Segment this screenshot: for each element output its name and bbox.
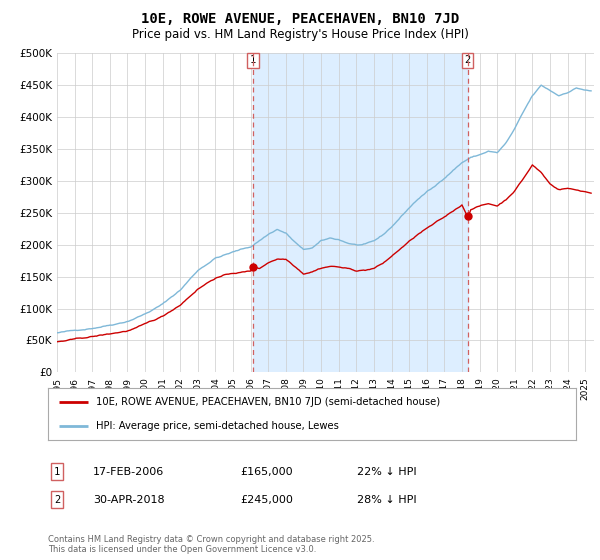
Text: £165,000: £165,000 (240, 466, 293, 477)
Text: 2: 2 (54, 494, 60, 505)
Bar (253, 53, 468, 372)
Text: 10E, ROWE AVENUE, PEACEHAVEN, BN10 7JD (semi-detached house): 10E, ROWE AVENUE, PEACEHAVEN, BN10 7JD (… (95, 397, 440, 407)
Text: 10E, ROWE AVENUE, PEACEHAVEN, BN10 7JD: 10E, ROWE AVENUE, PEACEHAVEN, BN10 7JD (141, 12, 459, 26)
Text: £245,000: £245,000 (240, 494, 293, 505)
Text: 1: 1 (250, 55, 256, 65)
Text: HPI: Average price, semi-detached house, Lewes: HPI: Average price, semi-detached house,… (95, 421, 338, 431)
Text: 2: 2 (464, 55, 471, 65)
Text: 17-FEB-2006: 17-FEB-2006 (93, 466, 164, 477)
Text: Price paid vs. HM Land Registry's House Price Index (HPI): Price paid vs. HM Land Registry's House … (131, 28, 469, 41)
Text: Contains HM Land Registry data © Crown copyright and database right 2025.
This d: Contains HM Land Registry data © Crown c… (48, 535, 374, 554)
Text: 30-APR-2018: 30-APR-2018 (93, 494, 164, 505)
Text: 22% ↓ HPI: 22% ↓ HPI (357, 466, 416, 477)
Text: 28% ↓ HPI: 28% ↓ HPI (357, 494, 416, 505)
Text: 1: 1 (54, 466, 60, 477)
